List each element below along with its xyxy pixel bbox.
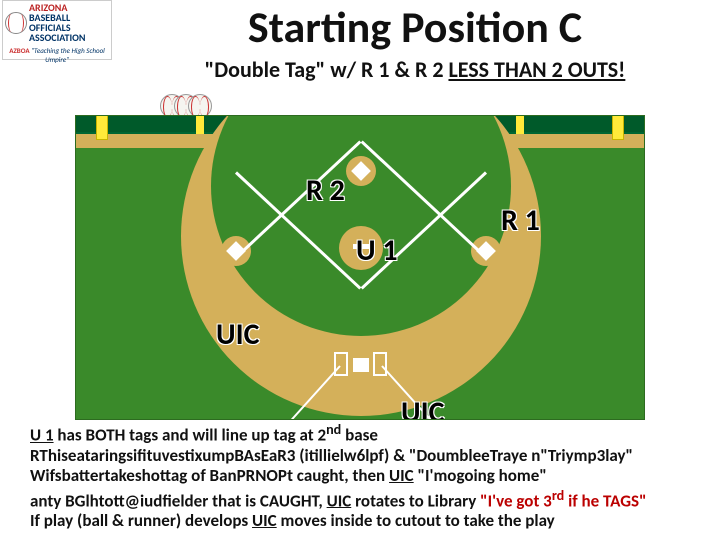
azboa-logo: ARIZONA BASEBALL OFFICIALS ASSOCIATION A…: [2, 0, 112, 60]
logo-abbr: AZBOA: [9, 46, 29, 55]
home-plate: [353, 358, 369, 372]
label-r2: R 2: [306, 172, 345, 209]
logo-tagline: "Teaching the High School Umpire": [31, 46, 105, 64]
baseball-field-diagram: R 2 R 1 U 1 UIC UIC: [75, 115, 645, 420]
label-uic-field: UIC: [216, 316, 259, 353]
label-u1: U 1: [356, 232, 398, 269]
label-uic-home: UIC: [401, 394, 444, 420]
label-r1: R 1: [501, 202, 540, 239]
logo-line-assoc: ASSOCIATION: [29, 31, 85, 44]
page-title: Starting Position C: [115, 0, 715, 54]
instruction-text: U 1 has BOTH tags and will line up tag a…: [30, 420, 710, 531]
page-subtitle: "Double Tag" w/ R 1 & R 2 LESS THAN 2 OU…: [115, 56, 715, 83]
baseball-icon: [5, 12, 27, 34]
